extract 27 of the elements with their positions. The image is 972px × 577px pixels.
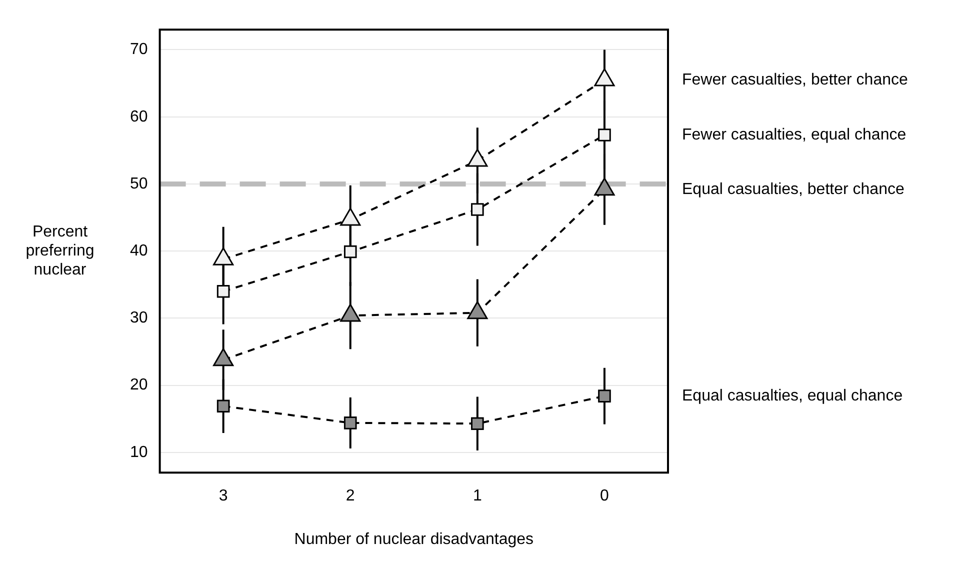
point bbox=[216, 284, 230, 298]
y-tick-label: 30 bbox=[130, 310, 148, 327]
point bbox=[594, 68, 615, 86]
point bbox=[216, 400, 230, 413]
y-tick-label: 40 bbox=[130, 242, 148, 260]
point bbox=[467, 148, 488, 167]
point bbox=[344, 416, 357, 430]
y-axis-title: Percent preferring nuclear bbox=[26, 224, 94, 279]
point bbox=[340, 208, 361, 226]
x-tick-label: 0 bbox=[600, 488, 610, 505]
x-axis-title: Number of nuclear disadvantages bbox=[294, 530, 534, 548]
x-tick-label: 2 bbox=[346, 488, 355, 505]
text: Equal casualties, equal chance bbox=[682, 387, 903, 404]
point bbox=[344, 245, 357, 258]
point bbox=[598, 390, 611, 402]
y-tick-label: 10 bbox=[130, 444, 148, 461]
y-tick-label: 50 bbox=[130, 175, 148, 192]
point bbox=[471, 417, 484, 430]
x-tick-label: 1 bbox=[472, 488, 482, 505]
text: Fewer casualties, better chance bbox=[682, 71, 908, 88]
text: Fewer casualties, equal chance bbox=[682, 126, 906, 144]
y-tick-label: 70 bbox=[130, 41, 148, 58]
y-tick-label: 20 bbox=[130, 376, 148, 394]
x-tick-label: 3 bbox=[218, 488, 228, 505]
text: Equal casualties, better chance bbox=[682, 180, 904, 198]
y-tick-label: 60 bbox=[130, 108, 148, 126]
point bbox=[594, 178, 615, 196]
